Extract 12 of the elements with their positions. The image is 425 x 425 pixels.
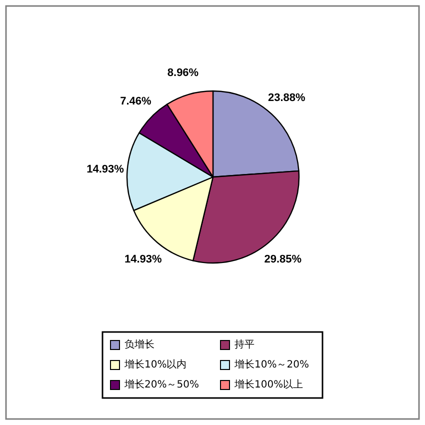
data-label: 29.85% xyxy=(264,253,302,266)
legend-label: 负增长 xyxy=(124,338,154,350)
data-label: 8.96% xyxy=(167,67,199,80)
legend-label: 增长10%以内 xyxy=(124,358,187,370)
legend-label: 持平 xyxy=(234,338,254,350)
data-label: 14.93% xyxy=(124,253,162,266)
data-label: 23.88% xyxy=(268,92,306,104)
legend-label: 增长100%以上 xyxy=(234,378,304,390)
legend-label: 增长20%～50% xyxy=(124,378,199,390)
data-label: 14.93% xyxy=(86,163,124,176)
legend-label: 增长10%～20% xyxy=(234,358,309,370)
data-label: 7.46% xyxy=(120,96,152,108)
